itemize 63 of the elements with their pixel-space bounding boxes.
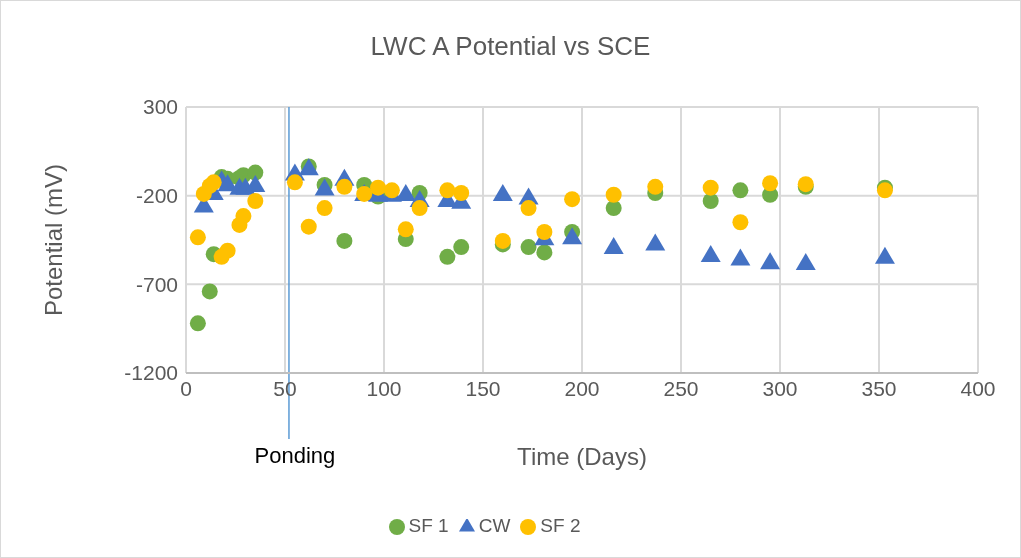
point <box>647 178 664 195</box>
point <box>520 239 537 256</box>
point <box>286 174 303 191</box>
chart-title: LWC A Potential vs SCE <box>369 31 652 62</box>
point <box>702 179 719 196</box>
point <box>492 183 513 201</box>
point <box>395 183 416 201</box>
x-tick-label: 400 <box>960 376 996 400</box>
point <box>520 200 537 217</box>
y-tick-label: 300 <box>142 95 178 119</box>
x-tick-label: 100 <box>366 376 402 400</box>
point <box>453 239 470 256</box>
point <box>370 179 387 196</box>
legend-label: CW <box>478 515 511 536</box>
point <box>702 192 719 209</box>
point <box>732 182 749 199</box>
point <box>536 244 553 261</box>
point <box>795 253 816 271</box>
point <box>439 248 456 265</box>
point <box>219 242 236 259</box>
x-tick-label: 200 <box>564 376 600 400</box>
point <box>189 315 206 332</box>
point <box>411 200 428 217</box>
point <box>397 221 414 238</box>
point <box>453 185 470 202</box>
y-tick-label: -700 <box>135 272 178 296</box>
point <box>201 283 218 300</box>
y-axis-title: Potential (mV) <box>39 163 67 317</box>
y-tick-label: -1200 <box>124 361 178 385</box>
point <box>316 200 333 217</box>
point <box>235 208 252 225</box>
y-tick-label: -200 <box>135 184 178 208</box>
point <box>189 229 206 246</box>
point <box>494 232 511 249</box>
point <box>605 186 622 203</box>
legend-label: SF 2 <box>540 515 581 536</box>
point <box>247 164 264 181</box>
ref-line-label: Ponding <box>254 443 336 468</box>
point <box>874 246 895 264</box>
point <box>439 182 456 199</box>
x-tick-label: 0 <box>180 376 192 400</box>
point <box>730 248 751 266</box>
point <box>564 191 581 208</box>
point <box>562 227 583 245</box>
x-tick-label: 250 <box>663 376 699 400</box>
point <box>536 224 553 241</box>
point <box>760 252 781 270</box>
point <box>700 245 721 263</box>
x-axis-title: Time (Days) <box>517 443 647 470</box>
point <box>645 233 666 251</box>
legend-label: SF 1 <box>408 515 449 536</box>
point <box>247 192 264 209</box>
x-tick-label: 300 <box>762 376 798 400</box>
point <box>336 232 353 249</box>
point <box>762 175 779 192</box>
point <box>732 214 749 231</box>
point <box>605 200 622 217</box>
x-tick-label: 350 <box>861 376 897 400</box>
point <box>300 218 317 235</box>
x-tick-label: 150 <box>465 376 501 400</box>
point <box>205 174 222 191</box>
point <box>336 178 353 195</box>
point <box>603 237 624 255</box>
